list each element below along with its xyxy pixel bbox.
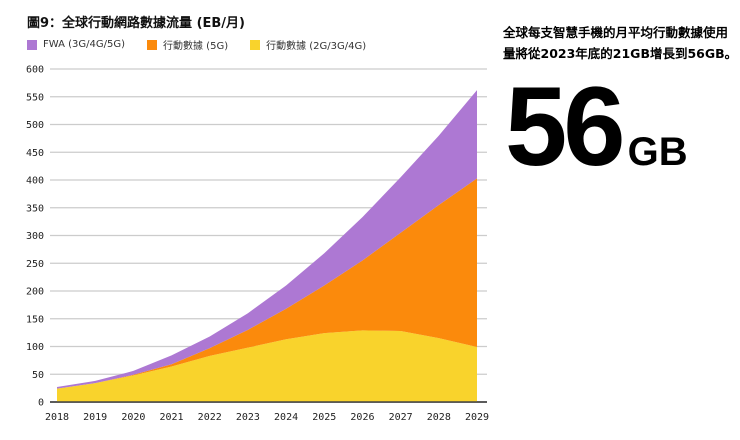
y-tick-label: 450 (26, 148, 44, 159)
legend-label: FWA (3G/4G/5G) (43, 39, 125, 50)
y-tick-label: 600 (26, 65, 44, 76)
x-tick-label: 2021 (159, 412, 183, 423)
y-tick-label: 100 (26, 342, 44, 353)
area-series (57, 178, 477, 389)
x-tick-label: 2022 (198, 412, 222, 423)
x-tick-label: 2018 (45, 412, 69, 423)
y-tick-label: 350 (26, 203, 44, 214)
y-tick-label: 250 (26, 259, 44, 270)
x-tick-label: 2027 (389, 412, 413, 423)
x-tick-label: 2028 (427, 412, 451, 423)
legend-item: FWA (3G/4G/5G) (27, 37, 125, 52)
summary-text: 全球每支智慧手機的月平均行動數據使用量將從2023年底的21GB增長到56GB。 (503, 25, 738, 61)
x-tick-label: 2026 (350, 412, 374, 423)
legend-item: 行動數據 (2G/3G/4G) (250, 37, 366, 52)
y-tick-label: 150 (26, 314, 44, 325)
x-tick-label: 2020 (121, 412, 145, 423)
y-tick-label: 500 (26, 120, 44, 131)
legend-swatch (250, 39, 261, 50)
legend-swatch (147, 39, 157, 50)
y-tick-label: 50 (32, 370, 44, 381)
highlight-unit: GB (627, 130, 688, 174)
legend-item: 行動數據 (5G) (147, 37, 228, 52)
y-tick-label: 400 (26, 176, 44, 187)
highlight-stat: 56 GB (505, 62, 688, 191)
y-tick-label: 300 (26, 231, 44, 242)
chart-title: 圖9：全球行動網路數據流量 (EB/月) (27, 16, 245, 31)
y-tick-label: 0 (38, 398, 44, 409)
x-tick-label: 2023 (236, 412, 260, 423)
legend-label: 行動數據 (5G) (163, 41, 229, 52)
legend: FWA (3G/4G/5G) 行動數據 (5G) 行動數據 (2G/3G/4G) (27, 37, 366, 52)
x-tick-label: 2024 (274, 412, 298, 423)
y-tick-label: 550 (26, 92, 44, 103)
area-series (57, 330, 477, 402)
y-tick-label: 200 (26, 287, 44, 298)
legend-swatch (27, 39, 37, 50)
highlight-value: 56 (505, 64, 626, 189)
x-tick-label: 2019 (83, 412, 107, 423)
legend-label: 行動數據 (2G/3G/4G) (266, 41, 367, 52)
x-tick-label: 2025 (312, 412, 336, 423)
x-tick-label: 2029 (465, 412, 489, 423)
